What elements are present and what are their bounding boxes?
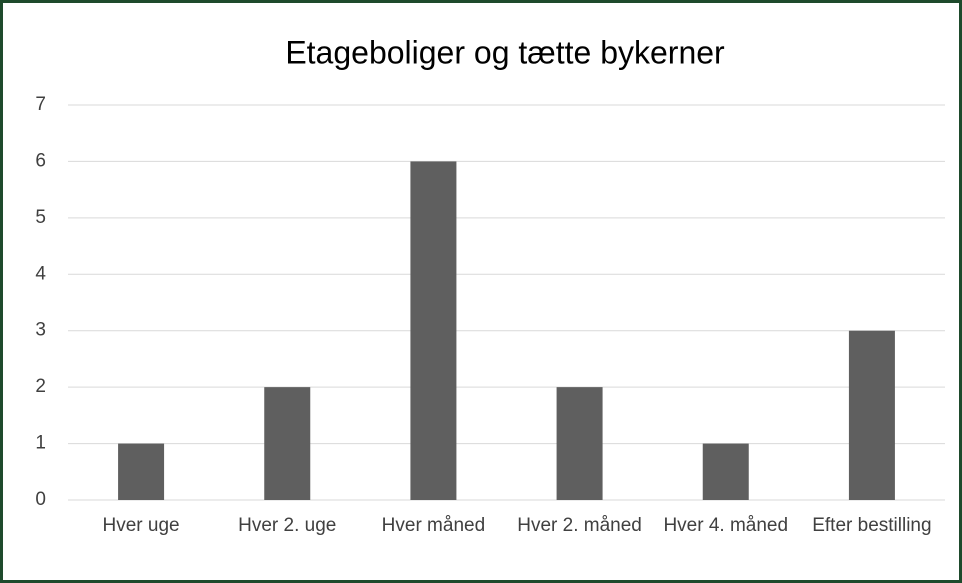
y-tick-label: 6	[35, 150, 46, 171]
y-tick-label: 4	[35, 263, 46, 284]
x-tick-label: Hver 2. uge	[238, 515, 336, 536]
y-tick-label: 3	[35, 320, 46, 341]
y-tick-label: 7	[35, 94, 46, 115]
y-tick-label: 2	[35, 376, 46, 397]
x-tick-label: Hver uge	[103, 515, 180, 536]
bar	[556, 387, 603, 500]
x-tick-label: Hver måned	[382, 515, 486, 536]
bar	[410, 161, 457, 500]
chart-title: Etageboliger og tætte bykerner	[285, 34, 725, 70]
x-tick-label: Hver 2. måned	[517, 515, 642, 536]
x-tick-label: Hver 4. måned	[663, 515, 788, 536]
x-tick-label: Efter bestilling	[812, 515, 931, 536]
y-tick-label: 5	[35, 207, 46, 228]
bar	[702, 443, 749, 500]
bar	[848, 330, 895, 500]
y-tick-label: 0	[35, 489, 46, 510]
y-tick-label: 1	[35, 433, 46, 454]
bar	[118, 443, 165, 500]
bar	[264, 387, 311, 500]
